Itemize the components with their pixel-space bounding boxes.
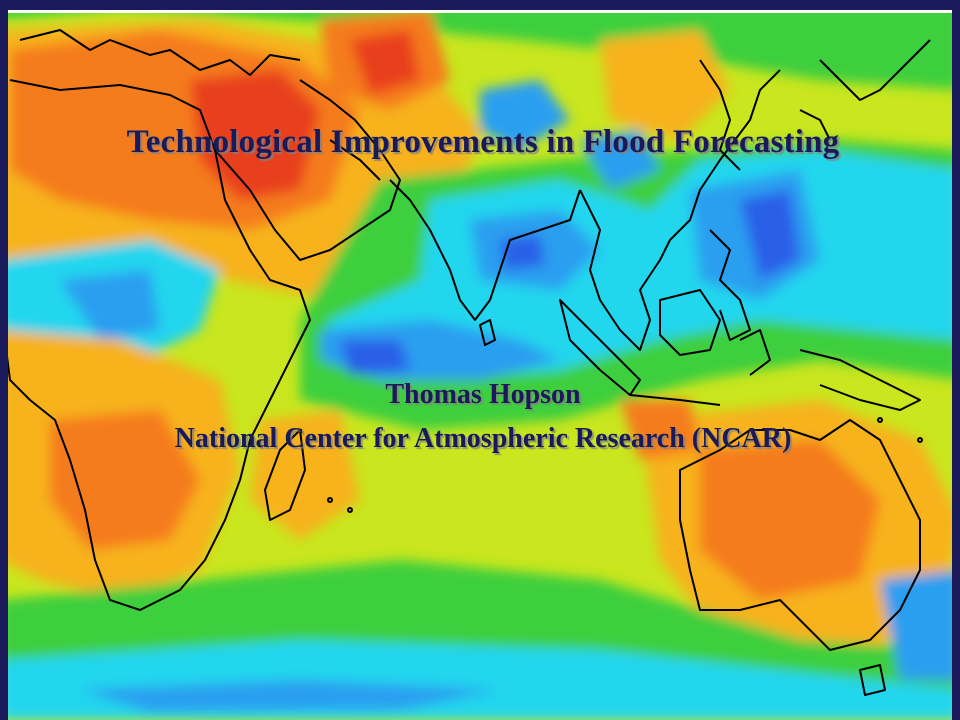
coast-india xyxy=(389,179,581,321)
coast-tasmania xyxy=(859,664,886,696)
slide-title: Technological Improvements in Flood Fore… xyxy=(126,124,840,160)
coast-java xyxy=(629,394,721,406)
island-dot xyxy=(917,437,923,443)
coast-indochina xyxy=(579,69,781,351)
coast-sumatra xyxy=(559,299,641,396)
island-dot xyxy=(347,507,353,513)
island-dot xyxy=(327,497,333,503)
coast-borneo xyxy=(659,289,721,356)
coast-persian-gulf xyxy=(329,139,381,181)
coast-philippines xyxy=(709,229,751,341)
island-dot xyxy=(877,417,883,423)
coast-china xyxy=(699,59,741,171)
author-affiliation: National Center for Atmospheric Research… xyxy=(174,423,792,454)
coast-japan-south xyxy=(799,109,831,141)
coast-africa xyxy=(4,79,311,611)
coast-japan xyxy=(819,39,931,101)
coast-australia xyxy=(679,419,921,651)
author-name: Thomas Hopson xyxy=(385,379,581,410)
left-border xyxy=(0,10,8,720)
coast-europe xyxy=(19,29,301,76)
top-border-inner xyxy=(0,10,960,13)
coastlines xyxy=(4,29,931,696)
coast-sulawesi xyxy=(739,329,771,376)
right-border xyxy=(952,10,960,720)
coast-madagascar xyxy=(264,429,306,521)
top-border xyxy=(0,0,960,10)
coast-new-guinea xyxy=(799,349,921,411)
coast-sri-lanka xyxy=(479,319,496,346)
coast-arabia xyxy=(214,79,401,261)
